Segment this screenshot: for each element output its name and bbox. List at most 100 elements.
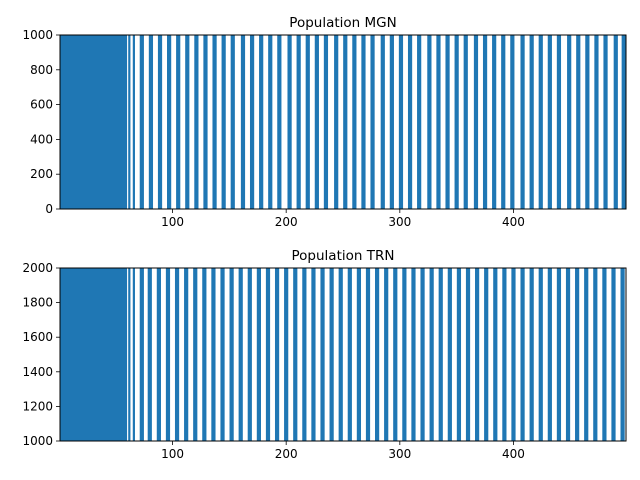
y-tick-label: 1000 xyxy=(22,28,53,42)
spike-band xyxy=(167,35,172,209)
spike-band xyxy=(259,35,264,209)
spike-band xyxy=(603,35,608,209)
spike-band xyxy=(305,35,310,209)
spike-band xyxy=(238,268,243,441)
spike-band xyxy=(482,35,488,209)
spike-band xyxy=(128,268,131,441)
y-tick-label: 200 xyxy=(30,167,53,181)
spike-band xyxy=(529,268,534,441)
spike-band xyxy=(296,35,301,209)
spike-band xyxy=(157,35,163,209)
spike-band xyxy=(256,268,261,441)
spike-band xyxy=(380,35,385,209)
spike-band xyxy=(370,35,375,209)
spike-band xyxy=(465,268,471,441)
spike-band xyxy=(139,35,144,209)
spike-band xyxy=(132,268,135,441)
spike-band xyxy=(484,268,489,441)
spike-band xyxy=(229,268,234,441)
spike-band xyxy=(602,268,607,441)
spike-band xyxy=(556,268,562,441)
x-tick-label: 400 xyxy=(502,215,525,229)
spike-band xyxy=(147,268,152,441)
spike-band xyxy=(329,268,334,441)
spike-band xyxy=(193,268,198,441)
spike-band xyxy=(556,35,562,209)
y-tick-label: 2000 xyxy=(22,261,53,275)
spike-band xyxy=(203,35,208,209)
spike-band xyxy=(454,35,459,209)
spike-band xyxy=(492,35,497,209)
spike-band xyxy=(473,35,479,209)
spike-band xyxy=(447,268,452,441)
spike-band xyxy=(314,35,319,209)
spike-band xyxy=(438,268,443,441)
x-tick-label: 200 xyxy=(275,447,298,461)
y-tick-label: 1200 xyxy=(22,399,53,413)
spike-band xyxy=(212,35,217,209)
spike-band xyxy=(593,268,598,441)
spike-band xyxy=(338,268,343,441)
spike-band xyxy=(575,268,580,441)
spike-band xyxy=(511,268,516,441)
spike-band xyxy=(139,268,144,441)
spike-band xyxy=(621,35,626,209)
x-tick-label: 300 xyxy=(388,447,411,461)
spike-band xyxy=(311,268,316,441)
spike-band xyxy=(547,35,552,209)
y-tick-label: 1400 xyxy=(22,365,53,379)
spike-band xyxy=(230,35,235,209)
y-tick-label: 0 xyxy=(45,202,53,216)
spike-band xyxy=(356,268,362,441)
spike-band xyxy=(501,35,506,209)
x-tick-label: 300 xyxy=(388,215,411,229)
chart-title: Population TRN xyxy=(292,248,395,264)
spike-band xyxy=(510,35,515,209)
spike-band xyxy=(565,268,571,441)
spike-band xyxy=(436,35,441,209)
spike-band xyxy=(576,35,581,209)
x-tick-label: 100 xyxy=(161,215,184,229)
spike-band xyxy=(584,268,589,441)
spike-band xyxy=(293,268,298,441)
spike-band xyxy=(493,268,498,441)
spike-band xyxy=(502,268,507,441)
spike-band xyxy=(287,35,292,209)
spike-band xyxy=(620,268,625,441)
spike-band xyxy=(265,268,271,441)
chart-title: Population MGN xyxy=(289,15,396,31)
chart-panel-1: 100 200 300 400 0 200 400 600 800 1000 Population … xyxy=(22,15,627,229)
y-tick-label: 1800 xyxy=(22,296,53,310)
y-tick-label: 400 xyxy=(30,132,53,146)
spike-band xyxy=(320,268,325,441)
spike-band xyxy=(611,268,616,441)
chart-panel-2: 100 200 300 400 1000 1200 1400 1600 1800 2000 Popu… xyxy=(22,248,627,461)
axes-frame xyxy=(59,267,627,442)
spike-band xyxy=(407,35,413,209)
spike-band xyxy=(202,268,207,441)
spike-band xyxy=(165,268,171,441)
x-tick-label: 200 xyxy=(275,215,298,229)
spike-band xyxy=(220,268,225,441)
spike-band xyxy=(184,268,189,441)
spike-band xyxy=(402,268,407,441)
spike-band xyxy=(185,35,190,209)
spike-band xyxy=(567,35,572,209)
spike-band xyxy=(128,35,131,209)
spike-band xyxy=(211,268,216,441)
spike-band xyxy=(361,35,366,209)
spike-band xyxy=(302,268,307,441)
spike-band xyxy=(249,35,255,209)
spike-band xyxy=(475,268,480,441)
spike-band xyxy=(221,35,226,209)
spike-band xyxy=(520,35,525,209)
spike-band xyxy=(274,268,280,441)
spike-band xyxy=(284,268,289,441)
spike-band xyxy=(268,35,273,209)
spike-band xyxy=(343,35,348,209)
y-tick-label: 800 xyxy=(30,63,53,77)
dense-spike-region xyxy=(60,268,128,441)
spike-band xyxy=(323,35,329,209)
spike-band xyxy=(585,35,590,209)
